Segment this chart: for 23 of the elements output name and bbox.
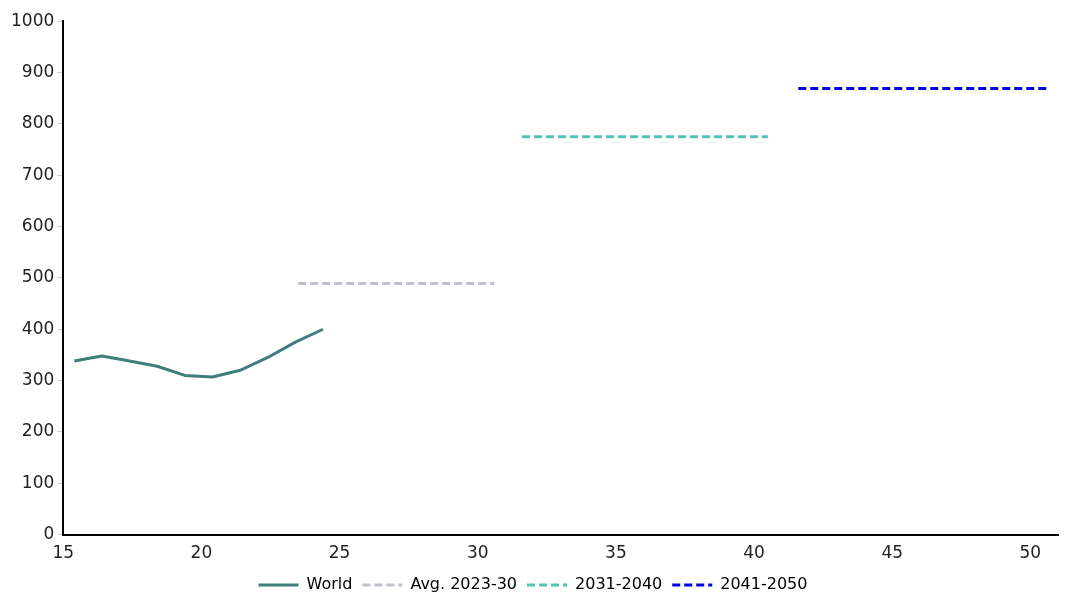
x-tick-label: 25 bbox=[328, 542, 351, 563]
legend-label: 2031-2040 bbox=[575, 574, 663, 594]
x-tick-label: 50 bbox=[1019, 542, 1042, 563]
legend-label: 2041-2050 bbox=[720, 574, 808, 594]
y-tick-label: 600 bbox=[21, 214, 55, 235]
y-tick-label: 200 bbox=[21, 420, 55, 441]
x-tick-label: 20 bbox=[190, 542, 213, 563]
y-tick-label: 900 bbox=[21, 60, 55, 81]
x-tick-label: 45 bbox=[881, 542, 904, 563]
y-tick-label: 100 bbox=[21, 471, 55, 492]
y-tick-label: 500 bbox=[21, 266, 55, 287]
y-tick-label: 0 bbox=[43, 523, 55, 544]
x-tick-label: 15 bbox=[52, 542, 75, 563]
x-tick-label: 30 bbox=[466, 542, 489, 563]
x-tick-label: 40 bbox=[743, 542, 765, 563]
y-tick-label: 300 bbox=[21, 369, 55, 389]
y-tick-label: 400 bbox=[21, 317, 55, 338]
y-tick-label: 800 bbox=[21, 112, 55, 133]
legend-label: World bbox=[306, 574, 353, 594]
legend-label: Avg. 2023-30 bbox=[410, 574, 518, 594]
x-tick-label: 35 bbox=[605, 542, 627, 563]
y-tick-label: 1000 bbox=[11, 9, 55, 30]
y-tick-label: 700 bbox=[21, 163, 55, 184]
